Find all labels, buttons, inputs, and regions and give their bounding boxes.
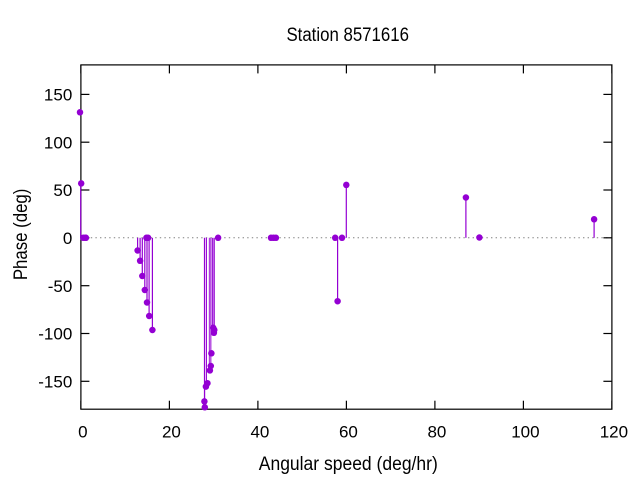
svg-text:-50: -50: [48, 277, 73, 296]
svg-text:40: 40: [250, 422, 269, 441]
svg-text:Station 8571616: Station 8571616: [286, 25, 409, 46]
svg-text:Phase (deg): Phase (deg): [11, 189, 32, 281]
svg-text:150: 150: [44, 86, 72, 105]
svg-text:0: 0: [78, 422, 87, 441]
svg-text:120: 120: [600, 422, 628, 441]
svg-text:-150: -150: [38, 373, 72, 392]
svg-text:20: 20: [162, 422, 181, 441]
svg-text:100: 100: [44, 133, 72, 152]
svg-text:100: 100: [511, 422, 539, 441]
svg-text:60: 60: [339, 422, 358, 441]
svg-text:Angular speed (deg/hr): Angular speed (deg/hr): [259, 454, 438, 475]
svg-text:50: 50: [53, 181, 72, 200]
svg-text:80: 80: [427, 422, 446, 441]
svg-text:-100: -100: [38, 325, 72, 344]
svg-text:0: 0: [63, 229, 72, 248]
